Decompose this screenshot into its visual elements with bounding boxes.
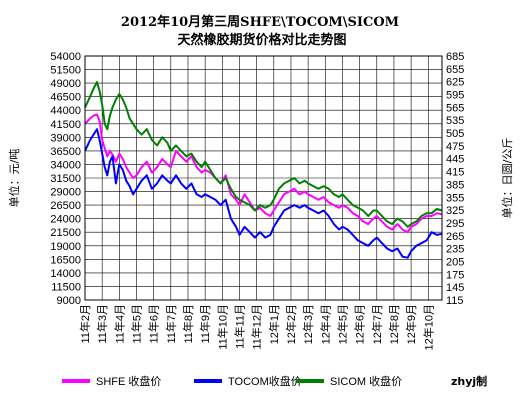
y-left-tick-label: 9000 (57, 295, 81, 307)
x-tick-label: 12年3月 (301, 304, 315, 344)
chart-title: 2012年10月第三周SHFE\TOCOM\SICOM 天然橡胶期货价格对比走势… (121, 14, 399, 48)
x-tick-label: 11年7月 (164, 304, 178, 344)
y-right-tick-label: 355 (446, 192, 464, 204)
credit-text: zhyj制 (451, 374, 487, 388)
legend-label-2: TOCOM收盘价 (228, 374, 302, 388)
x-tick-label: 11年10月 (215, 304, 229, 350)
y-right-tick-label: 325 (446, 205, 464, 217)
x-tick-label: 11年2月 (78, 304, 92, 344)
series-line-2 (84, 128, 443, 259)
y-right-tick-label: 505 (446, 128, 464, 140)
x-tick-label: 12年6月 (353, 304, 367, 344)
y-left-tick-label: 54000 (50, 51, 81, 63)
y-right-tick-label: 595 (446, 90, 464, 102)
chart-title-line1: 2012年10月第三周SHFE\TOCOM\SICOM (121, 14, 399, 30)
x-tick-label: 11年12月 (250, 304, 264, 350)
y-left-tick-label: 41500 (50, 119, 81, 131)
y-right-tick-label: 145 (446, 282, 464, 294)
y-left-tick-label: 29000 (50, 187, 81, 199)
y-axis-right: 1151451752052352652953253553854154454755… (446, 51, 464, 307)
y-right-tick-label: 685 (446, 51, 464, 63)
y-right-tick-label: 295 (446, 218, 464, 230)
y-right-tick-label: 175 (446, 269, 464, 281)
y-right-tick-label: 535 (446, 115, 464, 127)
chart-title-line2: 天然橡胶期货价格对比走势图 (177, 32, 346, 48)
y-left-tick-label: 46500 (50, 92, 81, 104)
y-left-tick-label: 36500 (50, 146, 81, 158)
y-left-tick-label: 21500 (50, 227, 81, 239)
y-left-tick-label: 34000 (50, 159, 81, 171)
x-tick-label: 11年8月 (181, 304, 195, 344)
y-left-tick-label: 31500 (50, 173, 81, 185)
y-right-tick-label: 655 (446, 64, 464, 76)
y-left-tick-label: 49000 (50, 78, 81, 90)
y-left-tick-label: 14000 (50, 268, 81, 280)
y-left-tick-label: 19000 (50, 241, 81, 253)
legend: SHFE 收盘价 TOCOM收盘价 SICOM 收盘价 (62, 374, 402, 388)
x-tick-label: 12年7月 (370, 304, 384, 344)
x-tick-label: 11年6月 (147, 304, 161, 344)
x-tick-label: 11年9月 (198, 304, 212, 344)
y-left-tick-label: 16500 (50, 254, 81, 266)
series-line-3 (84, 81, 443, 228)
y-right-tick-label: 475 (446, 141, 464, 153)
x-tick-label: 12年2月 (284, 304, 298, 344)
x-tick-label: 12年4月 (318, 304, 332, 344)
x-tick-label: 12年8月 (387, 304, 401, 344)
y-left-tick-label: 44000 (50, 105, 81, 117)
y-right-tick-label: 625 (446, 77, 464, 89)
plot-frame (84, 55, 443, 301)
x-tick-label: 11年3月 (95, 304, 109, 344)
y-right-tick-label: 385 (446, 179, 464, 191)
x-axis: 11年2月 11年3月 11年4月 11年5月 11年6月 11年7月 11年8月 11年9月… (78, 304, 435, 350)
y-left-tick-label: 11500 (51, 281, 81, 293)
y-left-tick-label: 39000 (50, 132, 81, 144)
x-tick-label: 12年1月 (267, 304, 281, 344)
y-right-tick-label: 205 (446, 256, 464, 268)
y-axis-left-label: 单位：元/吨 (7, 149, 21, 208)
legend-label-3: SICOM 收盘价 (330, 374, 402, 388)
y-right-tick-label: 415 (446, 167, 464, 179)
grid (84, 55, 442, 301)
y-left-tick-label: 24000 (50, 214, 81, 226)
x-tick-label: 11年11月 (232, 304, 246, 349)
y-right-tick-label: 445 (446, 154, 464, 166)
x-tick-label: 12年10月 (421, 304, 435, 350)
y-left-tick-label: 51500 (50, 65, 81, 77)
legend-label-1: SHFE 收盘价 (96, 374, 161, 388)
y-right-tick-label: 235 (446, 244, 464, 256)
series-lines (84, 81, 443, 259)
series-line-1 (84, 113, 443, 234)
y-right-tick-label: 115 (446, 295, 464, 307)
y-axis-right-label: 单位：日圆/公斤 (500, 138, 514, 219)
y-right-tick-label: 265 (446, 231, 464, 243)
x-tick-label: 12年9月 (404, 304, 418, 344)
x-tick-label: 12年5月 (335, 304, 349, 344)
x-tick-label: 11年4月 (112, 304, 126, 344)
y-right-tick-label: 565 (446, 102, 464, 114)
x-tick-label: 11年5月 (129, 304, 143, 344)
y-left-tick-label: 26500 (50, 200, 81, 212)
